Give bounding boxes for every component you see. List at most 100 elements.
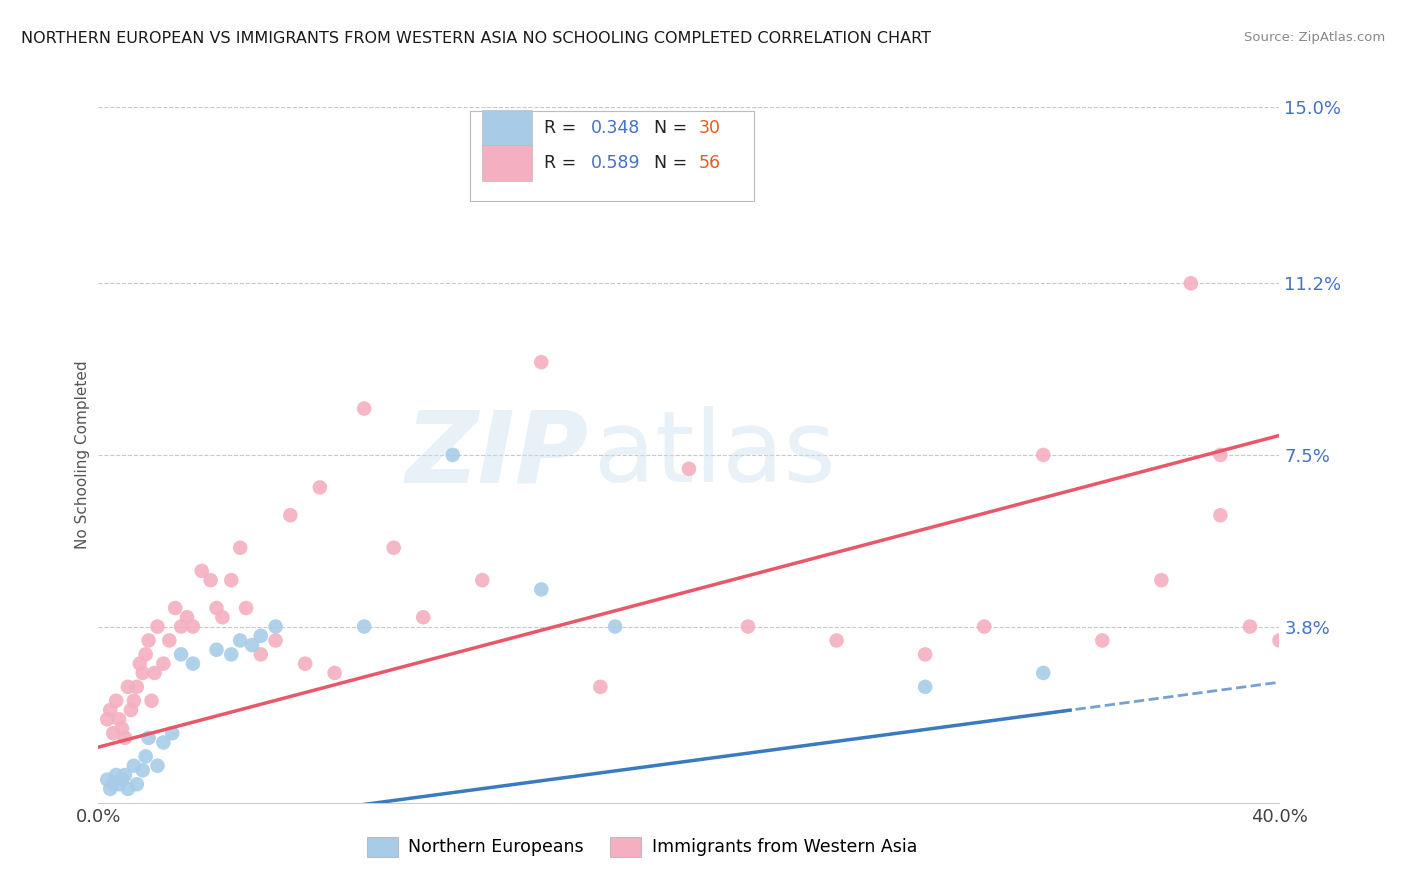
Point bbox=[111, 772, 134, 787]
Point bbox=[162, 726, 183, 740]
Point bbox=[122, 694, 145, 708]
Legend: Northern Europeans, Immigrants from Western Asia: Northern Europeans, Immigrants from West… bbox=[360, 830, 924, 863]
Point bbox=[125, 777, 148, 791]
Text: Source: ZipAtlas.com: Source: ZipAtlas.com bbox=[1244, 31, 1385, 45]
Point bbox=[135, 648, 157, 662]
Point bbox=[737, 619, 759, 633]
Point bbox=[105, 694, 128, 708]
Point bbox=[170, 619, 193, 633]
Point bbox=[170, 648, 193, 662]
Text: N =: N = bbox=[654, 119, 692, 136]
Point bbox=[103, 726, 125, 740]
Point bbox=[240, 638, 263, 652]
Point bbox=[114, 731, 136, 745]
Point bbox=[96, 772, 118, 787]
Text: 0.589: 0.589 bbox=[591, 153, 641, 171]
Point bbox=[1209, 448, 1232, 462]
Point bbox=[530, 582, 553, 597]
Point bbox=[973, 619, 995, 633]
Text: atlas: atlas bbox=[595, 407, 837, 503]
Point bbox=[111, 722, 134, 736]
Point bbox=[1032, 448, 1054, 462]
Point bbox=[143, 665, 166, 680]
Point bbox=[176, 610, 198, 624]
Text: R =: R = bbox=[544, 153, 582, 171]
Point bbox=[1091, 633, 1114, 648]
Point bbox=[98, 781, 121, 796]
Point bbox=[1032, 665, 1054, 680]
Point bbox=[135, 749, 157, 764]
Point bbox=[205, 601, 228, 615]
Point bbox=[96, 712, 118, 726]
Point bbox=[138, 633, 160, 648]
Point bbox=[132, 764, 155, 778]
Point bbox=[1239, 619, 1261, 633]
Point bbox=[605, 619, 627, 633]
FancyBboxPatch shape bbox=[482, 145, 531, 181]
Point bbox=[294, 657, 316, 671]
Point bbox=[280, 508, 302, 523]
Text: 30: 30 bbox=[699, 119, 720, 136]
Point bbox=[323, 665, 346, 680]
Point bbox=[678, 462, 700, 476]
Point bbox=[471, 573, 494, 587]
Point bbox=[914, 680, 936, 694]
Point bbox=[152, 657, 174, 671]
Point bbox=[235, 601, 257, 615]
Point bbox=[353, 619, 375, 633]
Point bbox=[146, 619, 169, 633]
Point bbox=[141, 694, 163, 708]
Point bbox=[1209, 508, 1232, 523]
Point bbox=[382, 541, 405, 555]
Point bbox=[108, 777, 131, 791]
Text: NORTHERN EUROPEAN VS IMMIGRANTS FROM WESTERN ASIA NO SCHOOLING COMPLETED CORRELA: NORTHERN EUROPEAN VS IMMIGRANTS FROM WES… bbox=[21, 31, 931, 46]
Text: 0.348: 0.348 bbox=[591, 119, 640, 136]
Point bbox=[353, 401, 375, 416]
Point bbox=[1180, 277, 1202, 291]
Point bbox=[1268, 633, 1291, 648]
Point bbox=[117, 781, 139, 796]
Point bbox=[309, 480, 332, 494]
Point bbox=[205, 642, 228, 657]
Point bbox=[221, 573, 243, 587]
Point bbox=[138, 731, 160, 745]
Point bbox=[114, 768, 136, 782]
Point bbox=[229, 633, 252, 648]
Text: 56: 56 bbox=[699, 153, 720, 171]
FancyBboxPatch shape bbox=[482, 110, 531, 146]
Point bbox=[98, 703, 121, 717]
Point bbox=[200, 573, 222, 587]
Point bbox=[1150, 573, 1173, 587]
Point bbox=[825, 633, 848, 648]
Point bbox=[441, 448, 464, 462]
Point bbox=[108, 712, 131, 726]
Text: ZIP: ZIP bbox=[405, 407, 589, 503]
Point bbox=[105, 768, 128, 782]
Point bbox=[122, 758, 145, 772]
Text: N =: N = bbox=[654, 153, 692, 171]
Point bbox=[117, 680, 139, 694]
Point bbox=[152, 735, 174, 749]
Point bbox=[412, 610, 434, 624]
Point bbox=[165, 601, 187, 615]
Y-axis label: No Schooling Completed: No Schooling Completed bbox=[75, 360, 90, 549]
Point bbox=[264, 619, 287, 633]
Point bbox=[128, 657, 150, 671]
Point bbox=[181, 619, 204, 633]
Point bbox=[589, 680, 612, 694]
Point bbox=[250, 648, 273, 662]
Point bbox=[132, 665, 155, 680]
Point bbox=[157, 633, 180, 648]
Point bbox=[250, 629, 273, 643]
Point bbox=[191, 564, 214, 578]
Point bbox=[181, 657, 204, 671]
Point bbox=[146, 758, 169, 772]
FancyBboxPatch shape bbox=[471, 111, 754, 201]
Point bbox=[211, 610, 233, 624]
Point bbox=[103, 777, 125, 791]
Text: R =: R = bbox=[544, 119, 582, 136]
Point bbox=[264, 633, 287, 648]
Point bbox=[530, 355, 553, 369]
Point bbox=[120, 703, 142, 717]
Point bbox=[125, 680, 148, 694]
